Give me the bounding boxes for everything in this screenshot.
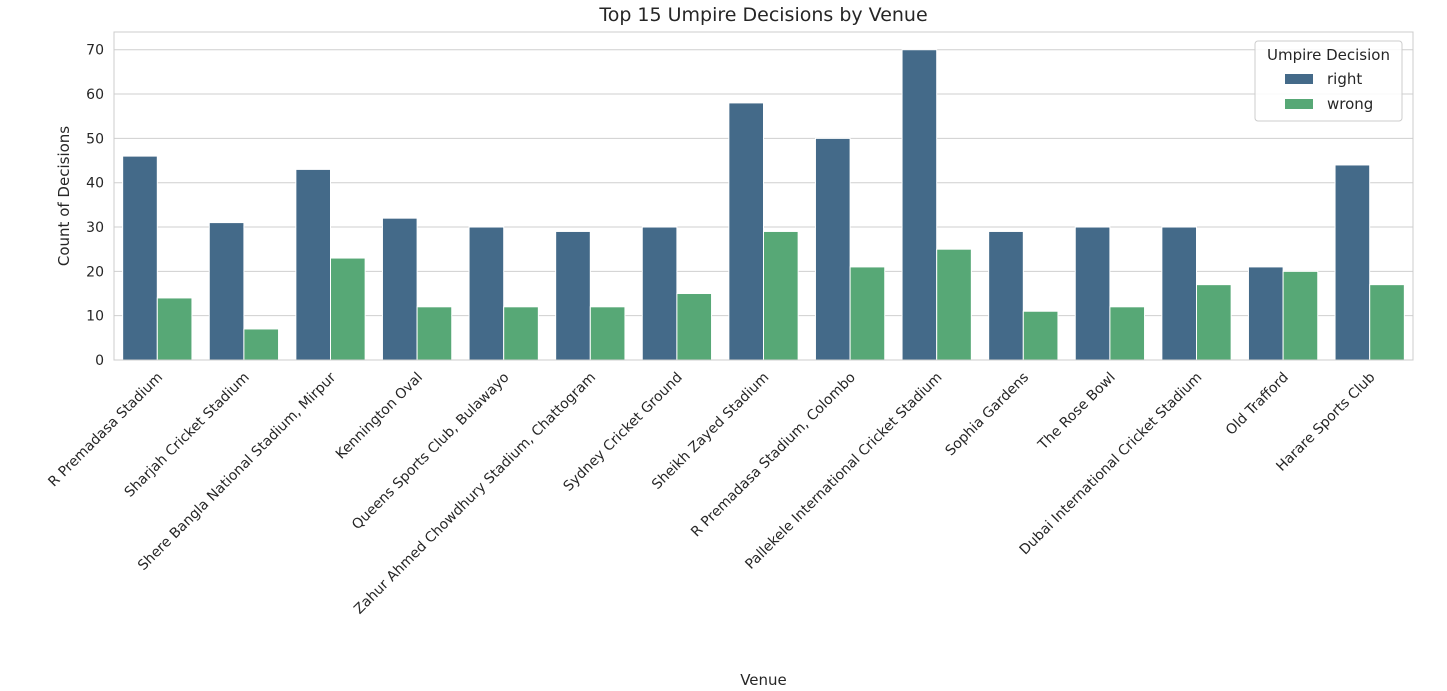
bar-wrong xyxy=(503,306,539,361)
bar-wrong xyxy=(1022,310,1059,361)
bar-right xyxy=(988,230,1024,361)
bar-right xyxy=(641,226,678,361)
x-tick-label: Old Trafford xyxy=(1223,370,1292,439)
plot-frame xyxy=(113,31,1414,361)
bar-wrong xyxy=(1109,306,1146,361)
x-tick-label: Sophia Gardens xyxy=(943,370,1033,460)
bar-wrong xyxy=(849,266,886,361)
bar-wrong xyxy=(1282,270,1319,361)
legend-label-wrong: wrong xyxy=(1327,95,1373,113)
legend-title: Umpire Decision xyxy=(1267,46,1390,64)
bars-layer xyxy=(122,49,1405,361)
y-axis-label: Count of Decisions xyxy=(55,126,73,266)
legend-swatch-right xyxy=(1285,74,1313,84)
y-axis-ticks: 0 10 20 30 40 50 60 70 xyxy=(86,43,104,369)
bar-wrong xyxy=(936,248,972,361)
x-tick-label: Harare Sports Club xyxy=(1273,369,1378,474)
y-tick-label: 10 xyxy=(86,309,104,325)
bar-right xyxy=(728,102,764,361)
bar-wrong xyxy=(330,257,366,361)
bar-right xyxy=(208,222,245,361)
legend-items: right wrong xyxy=(1285,70,1373,113)
bar-right xyxy=(1247,266,1284,361)
legend: Umpire Decision right wrong xyxy=(1254,40,1403,122)
bar-wrong xyxy=(1369,284,1405,361)
bar-wrong xyxy=(763,230,799,361)
bar-right xyxy=(814,137,851,361)
legend-label-right: right xyxy=(1327,70,1362,88)
bar-wrong xyxy=(589,306,626,361)
x-tick-label: Pallekele International Cricket Stadium xyxy=(742,370,945,573)
legend-swatch-wrong xyxy=(1285,99,1313,109)
bar-right xyxy=(1074,226,1111,361)
bar-wrong xyxy=(1196,284,1232,361)
y-tick-label: 20 xyxy=(86,264,104,280)
y-tick-label: 40 xyxy=(86,176,104,192)
bar-wrong xyxy=(676,293,713,361)
bar-right xyxy=(468,226,505,361)
bar-right xyxy=(555,230,591,361)
bar-wrong xyxy=(243,328,280,361)
x-axis-label: Venue xyxy=(740,671,787,689)
y-tick-label: 30 xyxy=(86,220,104,236)
y-tick-label: 60 xyxy=(86,87,104,103)
bar-right xyxy=(381,217,418,361)
y-tick-label: 0 xyxy=(95,353,104,369)
bar-wrong xyxy=(156,297,193,361)
bar-right xyxy=(1334,164,1371,361)
x-tick-label: R Premadasa Stadium, Colombo xyxy=(688,370,859,541)
x-tick-label: Kennington Oval xyxy=(333,370,426,463)
bar-right xyxy=(295,168,331,361)
x-tick-label: Queens Sports Club, Bulawayo xyxy=(349,370,512,533)
bar-right xyxy=(122,155,158,361)
chart-title: Top 15 Umpire Decisions by Venue xyxy=(598,4,927,26)
y-tick-label: 70 xyxy=(86,43,104,59)
x-tick-label: The Rose Bowl xyxy=(1035,370,1119,454)
bar-right xyxy=(1161,226,1197,361)
y-tick-label: 50 xyxy=(86,131,104,147)
bar-wrong xyxy=(416,306,453,361)
x-tick-label: Dubai International Cricket Stadium xyxy=(1017,370,1206,559)
bar-right xyxy=(901,49,938,361)
x-tick-label: Shere Bangla National Stadium, Mirpur xyxy=(135,369,339,573)
